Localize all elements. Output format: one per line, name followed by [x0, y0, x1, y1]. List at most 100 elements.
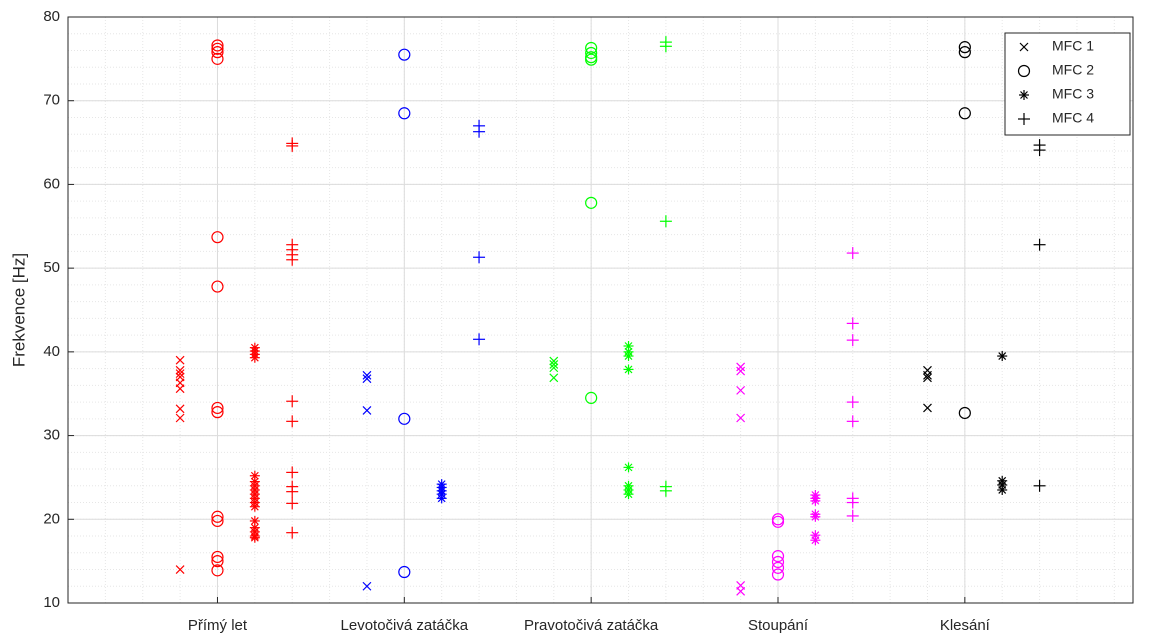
marker — [585, 53, 598, 66]
marker-circle — [585, 41, 598, 55]
marker — [997, 351, 1008, 362]
marker-circle — [211, 46, 224, 59]
marker-stroke — [624, 365, 633, 374]
marker-stroke — [549, 373, 559, 383]
marker-stroke — [624, 342, 633, 350]
marker-stroke — [736, 586, 746, 596]
marker — [362, 374, 372, 384]
marker-stroke — [923, 403, 932, 413]
marker — [398, 565, 411, 579]
legend-box — [1004, 32, 1131, 136]
marker-circle — [585, 46, 598, 60]
marker — [286, 526, 299, 539]
marker-circle — [771, 515, 785, 528]
marker — [175, 404, 185, 414]
marker — [736, 385, 746, 395]
marker-stroke — [1020, 91, 1028, 99]
marker — [585, 41, 598, 55]
y-axis-label: Frekvence [Hz] — [9, 253, 28, 367]
marker — [771, 561, 785, 574]
marker-stroke — [811, 512, 820, 521]
y-tick-label: 10 — [43, 594, 60, 611]
marker-circle — [211, 510, 224, 523]
marker — [923, 370, 932, 380]
x-tick-label: Pravotočivá zatáčka — [524, 617, 659, 634]
legend-label: MFC 3 — [1052, 86, 1094, 102]
marker — [211, 401, 224, 415]
marker-circle — [211, 39, 224, 52]
marker — [771, 568, 785, 581]
marker — [623, 462, 634, 473]
marker-stroke — [175, 365, 185, 375]
marker-circle — [771, 550, 785, 563]
plot-frame — [67, 16, 1134, 604]
marker-stroke — [811, 496, 820, 505]
marker — [771, 555, 785, 569]
marker — [923, 403, 932, 413]
marker — [211, 42, 224, 55]
marker — [175, 565, 185, 574]
marker-stroke — [923, 370, 932, 380]
marker — [846, 334, 859, 347]
marker-stroke — [175, 413, 185, 423]
marker-stroke — [624, 463, 633, 472]
marker-circle — [585, 391, 598, 404]
marker-circle — [211, 514, 224, 528]
marker — [286, 139, 299, 152]
marker — [659, 484, 672, 497]
marker-stroke — [362, 374, 372, 384]
marker — [810, 535, 821, 546]
y-tick-label: 50 — [43, 259, 60, 276]
marker-stroke — [549, 356, 559, 366]
marker-stroke — [736, 413, 746, 423]
marker — [175, 355, 185, 365]
marker-stroke — [736, 385, 746, 395]
marker — [249, 470, 260, 481]
marker — [585, 196, 598, 209]
marker-stroke — [362, 406, 372, 415]
marker — [211, 555, 224, 568]
marker-stroke — [811, 536, 820, 545]
marker-circle — [771, 561, 785, 574]
marker — [249, 532, 260, 543]
marker — [623, 489, 634, 500]
marker — [398, 48, 411, 61]
legend-label: MFC 4 — [1052, 110, 1094, 126]
marker-circle — [398, 107, 411, 120]
marker-circle — [958, 406, 971, 420]
marker-stroke — [998, 486, 1007, 494]
marker — [286, 415, 299, 428]
marker — [923, 373, 932, 383]
marker-circle — [958, 46, 971, 59]
marker-stroke — [624, 352, 633, 360]
marker — [846, 496, 859, 509]
marker-stroke — [175, 565, 185, 574]
y-tick-label: 20 — [43, 510, 60, 527]
marker-stroke — [175, 404, 185, 414]
marker — [175, 369, 185, 379]
marker — [175, 413, 185, 423]
marker — [1017, 64, 1031, 78]
marker — [398, 412, 411, 425]
marker-circle — [211, 401, 224, 415]
marker-circle — [398, 565, 411, 579]
marker — [1018, 113, 1030, 125]
marker — [736, 366, 746, 376]
marker — [1019, 42, 1029, 52]
y-tick-label: 80 — [43, 8, 60, 25]
marker-circle — [211, 406, 224, 419]
legend-label: MFC 1 — [1052, 38, 1094, 54]
marker — [211, 510, 224, 523]
marker-stroke — [362, 370, 372, 380]
marker-circle — [211, 280, 224, 293]
marker — [659, 40, 672, 53]
marker-stroke — [175, 369, 185, 379]
x-tick-label: Levotočivá zatáčka — [341, 617, 469, 634]
marker — [549, 356, 559, 366]
marker — [1033, 144, 1046, 157]
marker-stroke — [923, 373, 932, 383]
marker — [211, 514, 224, 528]
marker-stroke — [437, 494, 446, 503]
marker — [211, 52, 224, 65]
